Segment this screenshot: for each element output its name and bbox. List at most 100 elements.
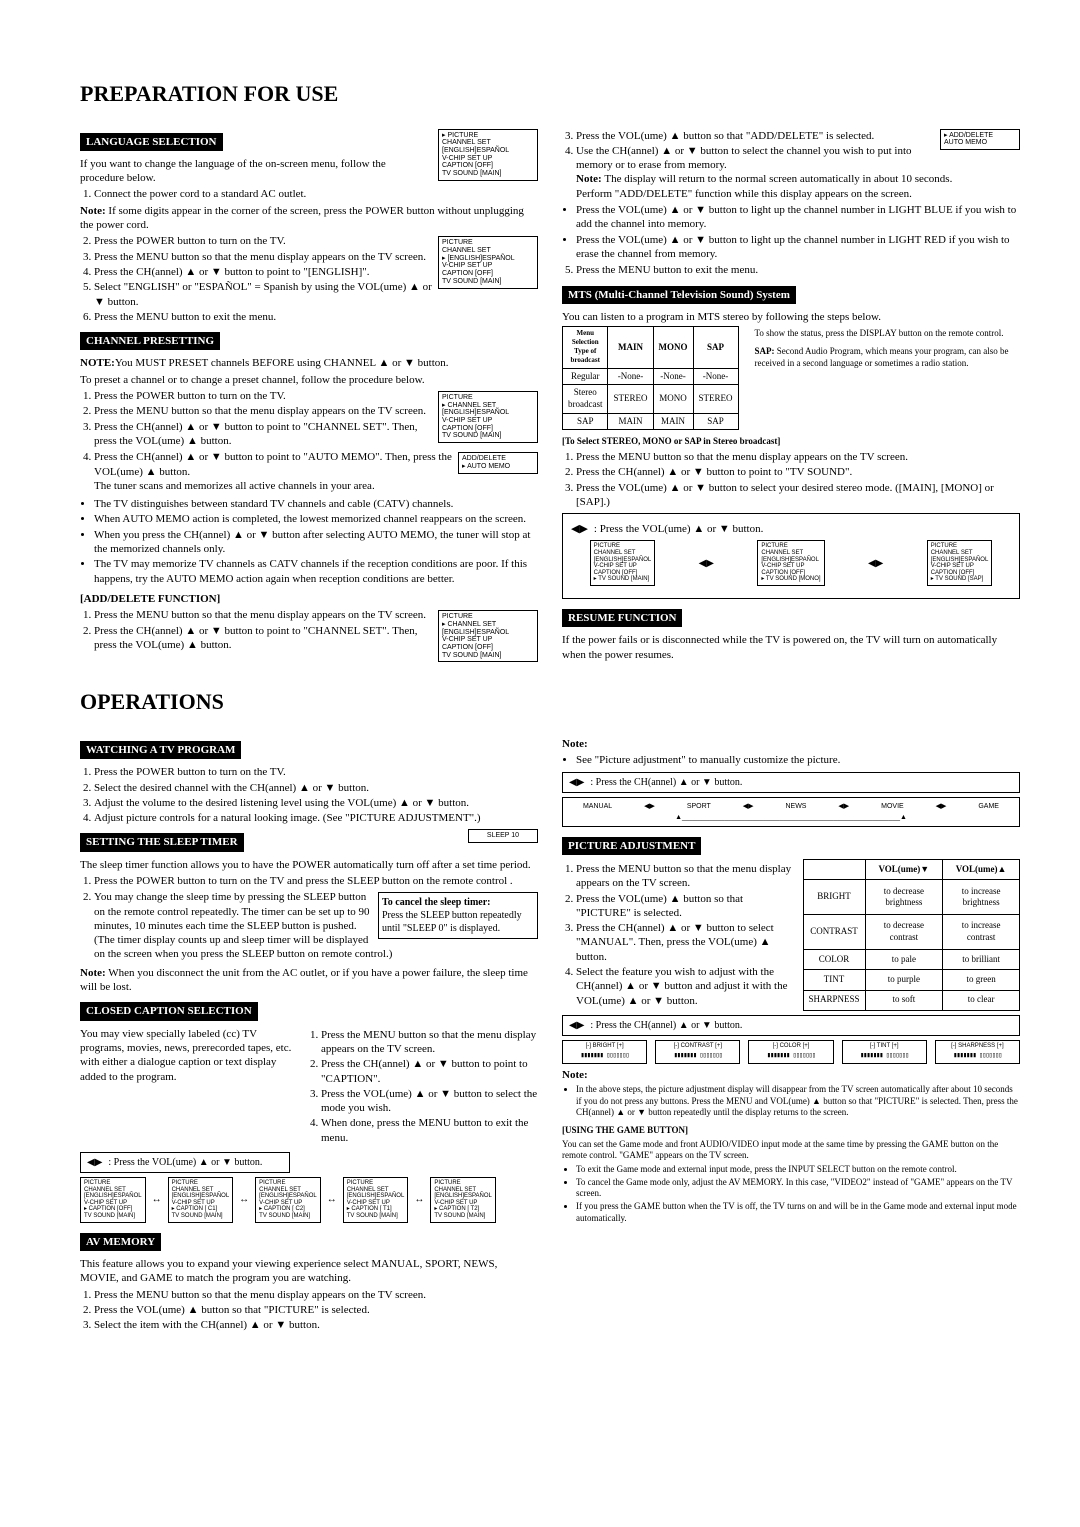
picadj-s4: Select the feature you wish to adjust wi… — [576, 965, 793, 1008]
picadj-r2c1: CONTRAST — [803, 915, 865, 950]
picadj-arrow-bar: ◀▶ : Press the CH(annel) ▲ or ▼ button. — [562, 1015, 1020, 1036]
mts-s3: Press the VOL(ume) ▲ or ▼ button to sele… — [576, 481, 1020, 510]
ops-right-col: Note: See "Picture adjustment" to manual… — [562, 735, 1020, 1334]
hdr-av: AV MEMORY — [80, 1233, 161, 1251]
picadj-s2: Press the VOL(ume) ▲ button so that "PIC… — [576, 892, 793, 921]
hdr-mts: MTS (Multi-Channel Television Sound) Sys… — [562, 286, 796, 304]
picadj-flow-hint: : Press the CH(annel) ▲ or ▼ button. — [590, 1019, 742, 1032]
osd-cc-t1: PICTURE CHANNEL SET [ENGLISH]ESPAÑOL V-C… — [343, 1177, 409, 1223]
av-mode-cycle: MANUAL ◀▶ SPORT ◀▶ NEWS ◀▶ MOVIE ◀▶ GAME… — [562, 797, 1020, 827]
chpreset-s4: Press the CH(annel) ▲ or ▼ button to poi… — [94, 451, 452, 477]
chpreset-note-body: You MUST PRESET channels BEFORE using CH… — [115, 357, 449, 369]
bar-sharp: SHARPNESS — [958, 1043, 995, 1049]
osd-menu-chset2: PICTURE ▸ CHANNEL SET [ENGLISH]ESPAÑOL V… — [438, 610, 538, 662]
chpreset-intro: To preset a channel or to change a prese… — [80, 373, 538, 387]
double-arrow-icon: ↔ — [239, 1193, 249, 1206]
picadj-r4c3: to green — [943, 970, 1020, 990]
av-mode-movie: MOVIE — [881, 802, 904, 811]
cc-s2: Press the CH(annel) ▲ or ▼ button to poi… — [321, 1057, 538, 1086]
chpreset-b2: When AUTO MEMO action is completed, the … — [94, 512, 538, 526]
osd-adddelete: ▸ ADD/DELETE AUTO MEMO — [940, 129, 1020, 150]
picadj-th-blank — [803, 860, 865, 880]
watch-s3: Adjust the volume to the desired listeni… — [94, 796, 538, 810]
sleep-note-label: Note: — [80, 967, 106, 979]
osd-cc-c2: PICTURE CHANNEL SET [ENGLISH]ESPAÑOL V-C… — [255, 1177, 321, 1223]
mts-r1c4: -None- — [693, 368, 738, 385]
picadj-note-head: Note: — [562, 1068, 1020, 1082]
osd-menu-picture: ▸ PICTURE CHANNEL SET [ENGLISH]ESPAÑOL V… — [438, 129, 538, 181]
osd-snd-main: PICTURE CHANNEL SET [ENGLISH]ESPAÑOL V-C… — [590, 540, 656, 586]
osd-snd-sap: PICTURE CHANNEL SET [ENGLISH]ESPAÑOL V-C… — [927, 540, 993, 586]
picadj-th-down: VOL(ume)▼ — [865, 860, 943, 880]
double-arrow-icon: ◀▶ — [87, 1156, 102, 1169]
watch-s2: Select the desired channel with the CH(a… — [94, 781, 538, 795]
prep-left-col: LANGUAGE SELECTION ▸ PICTURE CHANNEL SET… — [80, 127, 538, 665]
sleep-note-body: When you disconnect the unit from the AC… — [80, 967, 528, 993]
mts-flow-hint: : Press the VOL(ume) ▲ or ▼ button. — [594, 522, 763, 536]
cc-s3: Press the VOL(ume) ▲ or ▼ button to sele… — [321, 1087, 538, 1116]
osd-cc-off: PICTURE CHANNEL SET [ENGLISH]ESPAÑOL V-C… — [80, 1177, 146, 1223]
hdr-resume: RESUME FUNCTION — [562, 609, 682, 627]
picadj-table: VOL(ume)▼VOL(ume)▲ BRIGHTto decrease bri… — [803, 859, 1021, 1011]
cc-s1: Press the MENU button so that the menu d… — [321, 1028, 538, 1057]
av-note-b1: See "Picture adjustment" to manually cus… — [576, 753, 1020, 767]
mts-th3: MONO — [653, 327, 693, 368]
av-arrow-bar: ◀▶ : Press the CH(annel) ▲ or ▼ button. — [562, 772, 1020, 793]
adddel-s4b: Perform "ADD/DELETE" function while this… — [576, 188, 912, 200]
picadj-r5c2: to soft — [865, 990, 943, 1010]
mts-r3c1: SAP — [563, 413, 608, 430]
mts-side-bold: SAP: — [755, 346, 775, 356]
sleep-s1: Press the POWER button to turn on the TV… — [94, 874, 538, 888]
mts-flow-diagram: ◀▶ : Press the VOL(ume) ▲ or ▼ button. P… — [562, 513, 1020, 599]
av-s1: Press the MENU button so that the menu d… — [94, 1288, 538, 1302]
osd-menu-english: PICTURE CHANNEL SET ▸ [ENGLISH]ESPAÑOL V… — [438, 236, 538, 288]
lang-step6: Press the MENU button to exit the menu. — [94, 310, 538, 324]
game-intro: You can set the Game mode and front AUDI… — [562, 1139, 1020, 1162]
prep-right-col: ▸ ADD/DELETE AUTO MEMO Press the VOL(ume… — [562, 127, 1020, 665]
av-mode-sport: SPORT — [687, 802, 711, 811]
cc-s4: When done, press the MENU button to exit… — [321, 1116, 538, 1145]
hdr-language: LANGUAGE SELECTION — [80, 133, 223, 151]
osd-cc-c1: PICTURE CHANNEL SET [ENGLISH]ESPAÑOL V-C… — [168, 1177, 234, 1223]
double-arrow-icon: ◀▶ — [644, 802, 655, 811]
mts-table: Menu Selection Type of broadcast MAIN MO… — [562, 326, 739, 430]
osd-sleep10: SLEEP 10 — [468, 829, 538, 843]
adddel-bul1: Press the VOL(ume) ▲ or ▼ button to ligh… — [576, 203, 1020, 232]
chpreset-b3: When you press the CH(annel) ▲ or ▼ butt… — [94, 528, 538, 557]
av-intro: This feature allows you to expand your v… — [80, 1257, 538, 1286]
mts-side-top: To show the status, press the DISPLAY bu… — [755, 328, 1020, 340]
sleep-intro: The sleep timer function allows you to h… — [80, 858, 538, 872]
mts-intro: You can listen to a program in MTS stere… — [562, 310, 1020, 324]
mts-r2c4: STEREO — [693, 385, 738, 413]
cc-flow-hint: : Press the VOL(ume) ▲ or ▼ button. — [108, 1156, 262, 1169]
chpreset-b1: The TV distinguishes between standard TV… — [94, 497, 538, 511]
av-mode-news: NEWS — [785, 802, 806, 811]
chpreset-b4: The TV may memorize TV channels as CATV … — [94, 557, 538, 586]
mts-side-body: Second Audio Program, which means your p… — [755, 346, 1009, 368]
picadj-s1: Press the MENU button so that the menu d… — [576, 862, 793, 891]
bar-tint: TINT — [877, 1043, 890, 1049]
adddel-heading: [ADD/DELETE FUNCTION] — [80, 592, 538, 606]
picadj-r3c3: to brilliant — [943, 949, 1020, 969]
double-arrow-icon: ◀▶ — [838, 802, 849, 811]
av-flow-hint: : Press the CH(annel) ▲ or ▼ button. — [590, 776, 742, 789]
picadj-r5c3: to clear — [943, 990, 1020, 1010]
watch-s4: Adjust picture controls for a natural lo… — [94, 811, 538, 825]
picadj-s3: Press the CH(annel) ▲ or ▼ button to sel… — [576, 921, 793, 964]
chpreset-note-label: NOTE: — [80, 357, 115, 369]
picadj-note1: In the above steps, the picture adjustme… — [576, 1084, 1020, 1119]
adddel-s4-note-label: Note: — [576, 173, 604, 185]
double-arrow-icon: ↔ — [327, 1193, 337, 1206]
osd-menu-chset: PICTURE ▸ CHANNEL SET [ENGLISH]ESPAÑOL V… — [438, 391, 538, 443]
picadj-bars: [-] BRIGHT [+]▮▮▮▮▮▮▮ ▯▯▯▯▯▯▯ [-] CONTRA… — [562, 1040, 1020, 1064]
hdr-picadj: PICTURE ADJUSTMENT — [562, 837, 701, 855]
mts-r2c2: STEREO — [608, 385, 653, 413]
mts-sel-head: [To Select STEREO, MONO or SAP in Stereo… — [562, 436, 1020, 448]
av-mode-manual: MANUAL — [583, 802, 612, 811]
mts-r1c2: -None- — [608, 368, 653, 385]
picadj-r5c1: SHARPNESS — [803, 990, 865, 1010]
osd-cc-t2: PICTURE CHANNEL SET [ENGLISH]ESPAÑOL V-C… — [430, 1177, 496, 1223]
cc-arrow-bar: ◀▶ : Press the VOL(ume) ▲ or ▼ button. — [80, 1152, 290, 1173]
mts-s2: Press the CH(annel) ▲ or ▼ button to poi… — [576, 465, 1020, 479]
double-arrow-icon: ◀▶ — [571, 522, 588, 536]
